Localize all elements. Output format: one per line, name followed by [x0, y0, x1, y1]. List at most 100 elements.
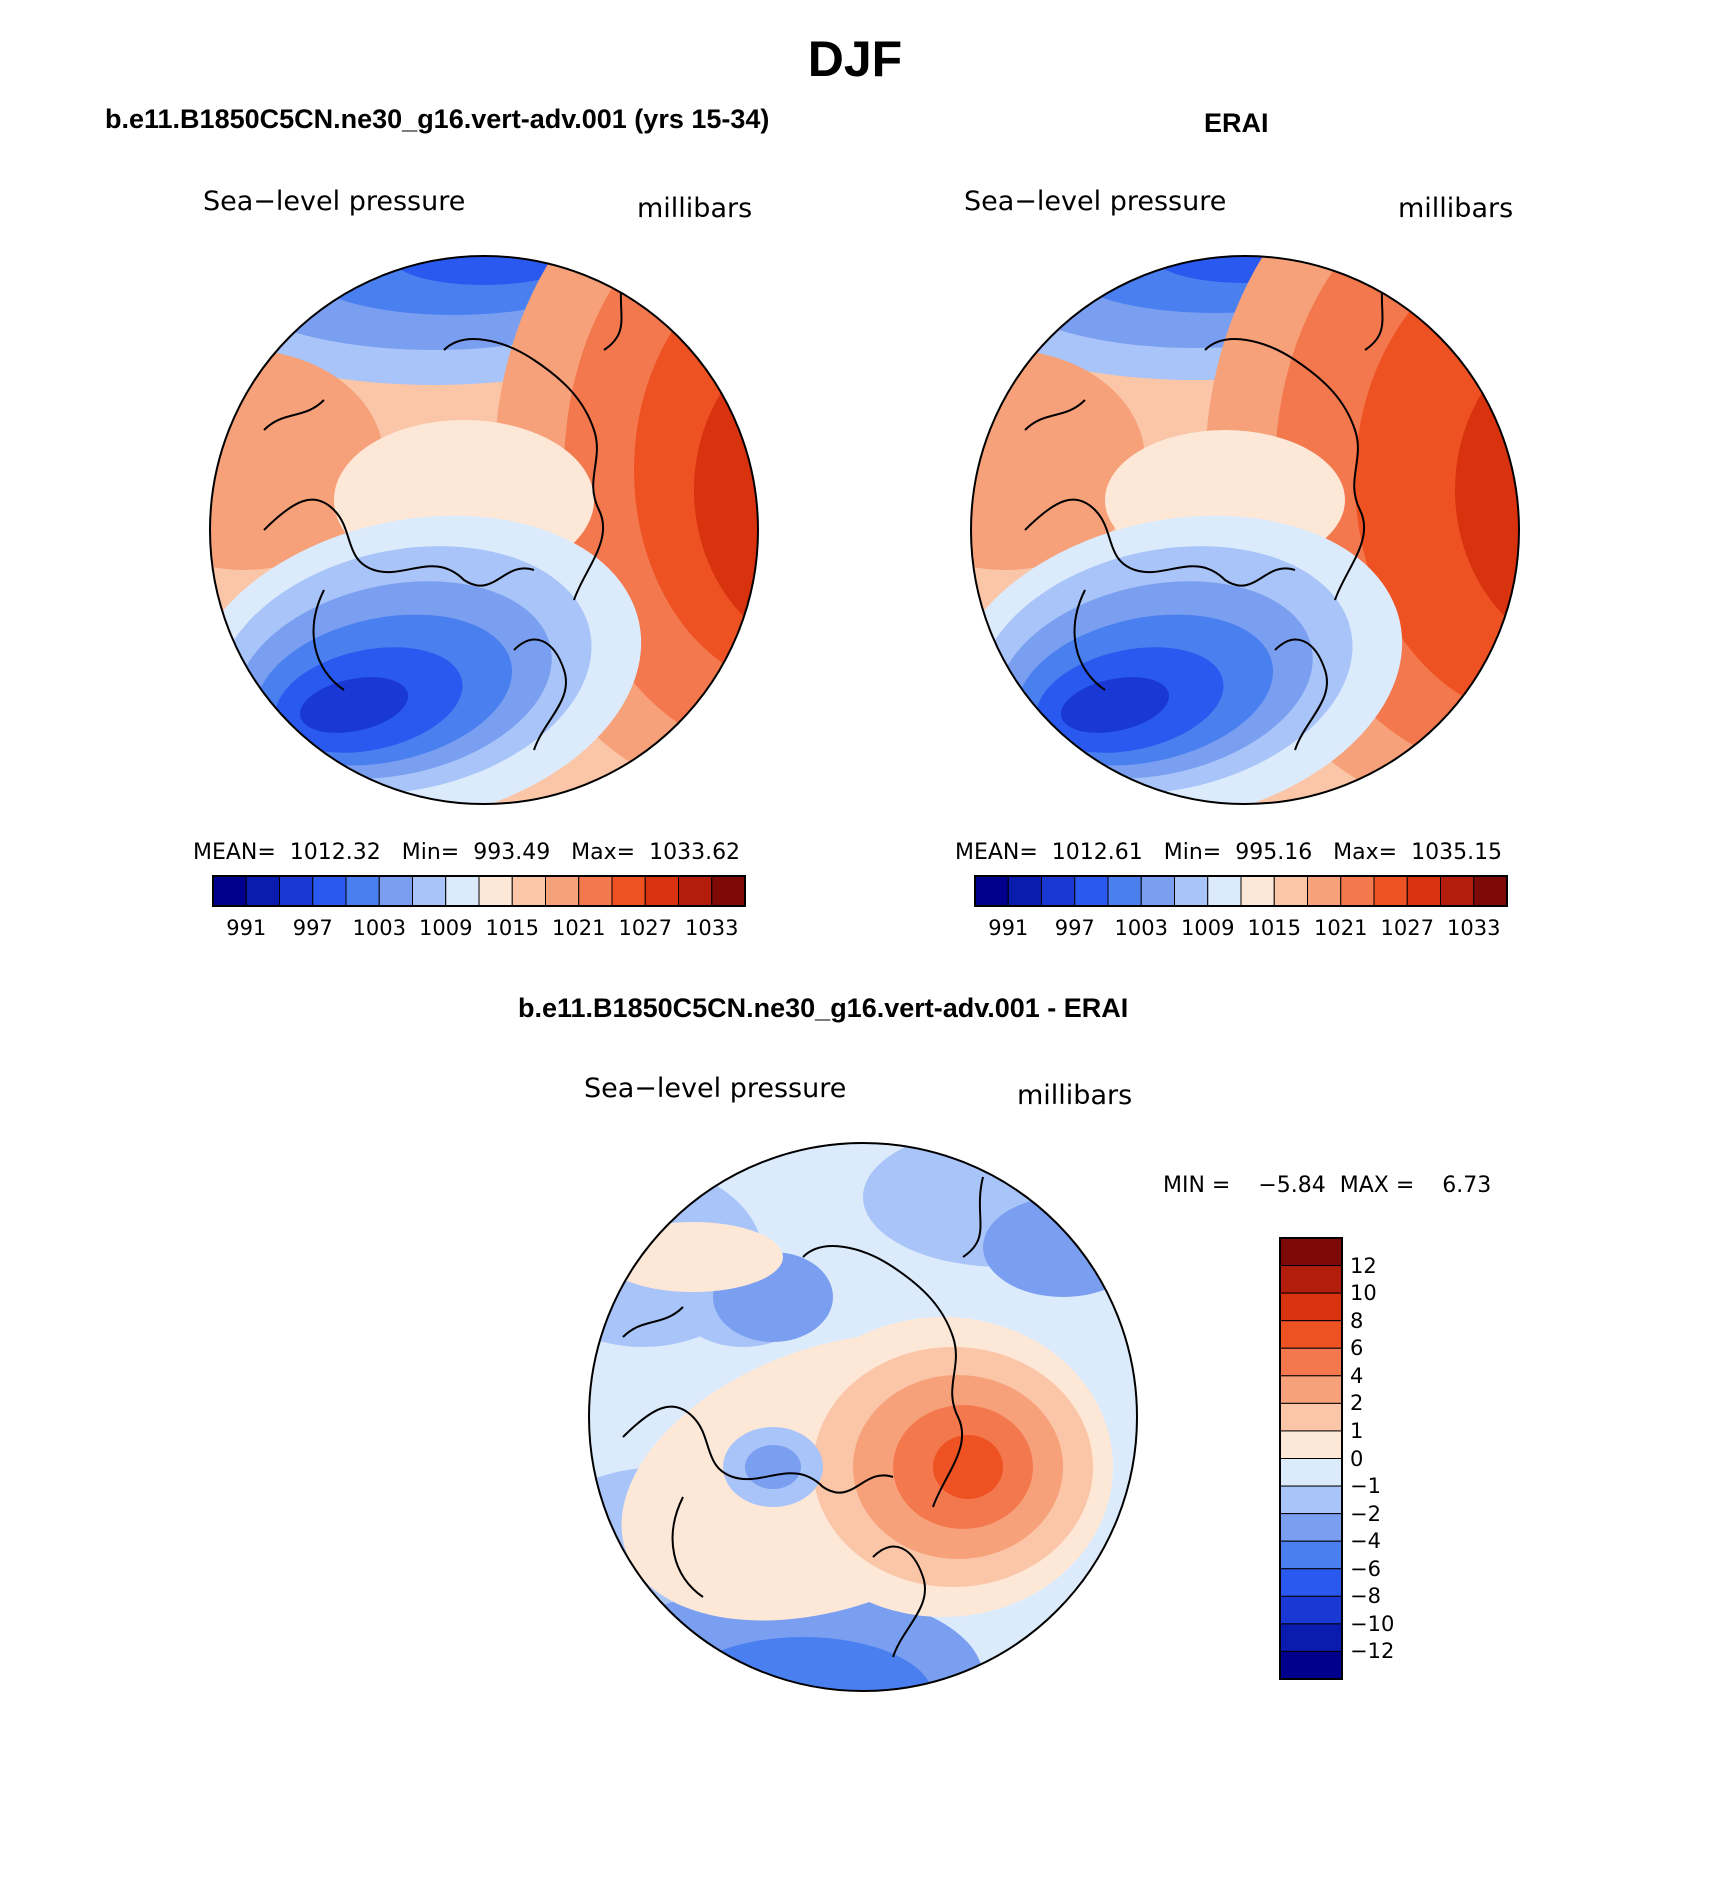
erai-map-border — [970, 255, 1520, 805]
diff-colorbar-swatch — [1279, 1650, 1343, 1680]
model-colorbar-swatch — [678, 875, 713, 907]
diff-colorbar-swatch — [1279, 1485, 1343, 1515]
diff-colorbar-tick-label: −2 — [1350, 1501, 1381, 1526]
model-map-border — [209, 255, 759, 805]
model-coastline — [263, 269, 625, 751]
erai-units-label: millibars — [1398, 193, 1514, 224]
diff-variable-label: Sea−level pressure — [584, 1073, 847, 1104]
model-colorbar-swatch — [611, 875, 646, 907]
diff-colorbar-swatch — [1279, 1458, 1343, 1487]
diff-colorbar — [1279, 1237, 1343, 1680]
erai-colorbar-swatch — [1307, 875, 1342, 907]
model-colorbar-swatch — [378, 875, 413, 907]
model-colorbar-ticks: 991 997 1003 1009 1015 1021 1027 1033 — [213, 916, 745, 946]
erai-colorbar-tick-label: 1021 — [1314, 916, 1368, 940]
diff-colorbar-swatch — [1279, 1513, 1343, 1542]
diff-colorbar-swatch — [1279, 1595, 1343, 1625]
diff-colorbar-tick-label: 12 — [1350, 1253, 1377, 1278]
erai-colorbar-swatch — [1240, 875, 1275, 907]
model-colorbar — [212, 875, 746, 907]
diff-colorbar-tick-label: 1 — [1350, 1418, 1364, 1443]
erai-colorbar — [974, 875, 1508, 907]
erai-colorbar-swatch — [1207, 875, 1242, 907]
model-colorbar-frame — [212, 875, 746, 907]
diff-colorbar-swatch — [1279, 1375, 1343, 1404]
erai-colorbar-swatch — [1340, 875, 1375, 907]
diff-panel-title: b.e11.B1850C5CN.ne30_g16.vert-adv.001 - … — [518, 993, 1129, 1023]
diff-colorbar-frame — [1279, 1237, 1343, 1680]
model-high-west — [210, 350, 384, 570]
diff-colorbar-tick-label: 8 — [1350, 1308, 1364, 1333]
model-colorbar-swatch — [711, 875, 746, 907]
erai-high-west — [971, 350, 1145, 570]
diff-colorbar-tick-label: −4 — [1350, 1529, 1381, 1554]
diff-colorbar-swatch — [1279, 1623, 1343, 1652]
model-stats: MEAN= 1012.32 Min= 993.49 Max= 1033.62 — [193, 840, 741, 865]
erai-colorbar-swatch — [1406, 875, 1441, 907]
model-colorbar-swatch — [445, 875, 480, 907]
model-units-label: millibars — [637, 193, 753, 224]
diff-colorbar-swatch — [1279, 1237, 1343, 1267]
erai-colorbar-swatch — [1140, 875, 1175, 907]
erai-variable-label: Sea−level pressure — [964, 186, 1227, 217]
model-colorbar-swatch — [312, 875, 347, 907]
model-colorbar-swatch — [578, 875, 613, 907]
erai-colorbar-swatch — [1373, 875, 1408, 907]
erai-panel-title: ERAI — [1204, 108, 1269, 138]
diff-coastline — [622, 1176, 984, 1658]
erai-colorbar-tick-label: 997 — [1054, 916, 1095, 940]
diff-colorbar-tick-label: −6 — [1350, 1556, 1381, 1581]
diff-colorbar-swatch — [1279, 1265, 1343, 1294]
diff-colorbar-ticks: 12 10 8 6 4 2 1 0 −1 −2 −4 −6 −8 −10 −12 — [1350, 1238, 1410, 1679]
erai-colorbar-tick-label: 1009 — [1181, 916, 1235, 940]
erai-colorbar-tick-label: 1015 — [1247, 916, 1301, 940]
model-colorbar-tick-label: 1033 — [685, 916, 739, 940]
model-colorbar-swatch — [478, 875, 513, 907]
model-colorbar-tick-label: 1027 — [618, 916, 672, 940]
model-colorbar-swatch — [345, 875, 380, 907]
model-colorbar-swatch — [412, 875, 447, 907]
model-colorbar-tick-label: 991 — [226, 916, 267, 940]
erai-colorbar-swatch — [1273, 875, 1308, 907]
model-colorbar-swatch — [245, 875, 280, 907]
model-colorbar-tick-label: 1003 — [352, 916, 406, 940]
diff-colorbar-tick-label: −8 — [1350, 1584, 1381, 1609]
erai-colorbar-tick-label: 1033 — [1447, 916, 1501, 940]
erai-colorbar-swatch — [1174, 875, 1209, 907]
erai-colorbar-tick-label: 1027 — [1380, 916, 1434, 940]
diff-colorbar-swatch — [1279, 1430, 1343, 1459]
erai-colorbar-swatch — [1007, 875, 1042, 907]
diff-colorbar-tick-label: 4 — [1350, 1363, 1364, 1388]
erai-coastline — [1024, 269, 1386, 751]
model-colorbar-swatch — [545, 875, 580, 907]
model-colorbar-tick-label: 997 — [292, 916, 333, 940]
diff-colorbar-tick-label: 10 — [1350, 1281, 1377, 1306]
diff-polar-map — [588, 1142, 1138, 1692]
erai-polar-map — [970, 255, 1520, 805]
diff-units-label: millibars — [1017, 1080, 1133, 1111]
diff-map-border — [588, 1142, 1138, 1692]
diff-colorbar-swatch — [1279, 1347, 1343, 1377]
erai-colorbar-swatch — [1107, 875, 1142, 907]
diff-colorbar-tick-label: 0 — [1350, 1446, 1364, 1471]
erai-colorbar-swatch — [974, 875, 1009, 907]
model-polar-map — [209, 255, 759, 805]
diff-colorbar-swatch — [1279, 1402, 1343, 1432]
diff-colorbar-swatch — [1279, 1292, 1343, 1322]
erai-colorbar-tick-label: 991 — [988, 916, 1029, 940]
erai-colorbar-tick-label: 1003 — [1114, 916, 1168, 940]
erai-colorbar-swatch — [1473, 875, 1508, 907]
erai-colorbar-swatch — [1041, 875, 1076, 907]
diff-colorbar-tick-label: 6 — [1350, 1336, 1364, 1361]
model-colorbar-swatch — [644, 875, 679, 907]
diff-colorbar-tick-label: −12 — [1350, 1639, 1395, 1664]
diff-colorbar-tick-label: 2 — [1350, 1391, 1364, 1416]
model-colorbar-tick-label: 1015 — [485, 916, 539, 940]
main-title: DJF — [807, 31, 903, 87]
model-panel-title: b.e11.B1850C5CN.ne30_g16.vert-adv.001 (y… — [105, 104, 770, 134]
erai-colorbar-ticks: 991 997 1003 1009 1015 1021 1027 1033 — [975, 916, 1507, 946]
diff-colorbar-tick-label: −10 — [1350, 1611, 1395, 1636]
model-colorbar-tick-label: 1009 — [419, 916, 473, 940]
erai-stats: MEAN= 1012.61 Min= 995.16 Max= 1035.15 — [955, 840, 1503, 865]
diff-colorbar-swatch — [1279, 1320, 1343, 1349]
